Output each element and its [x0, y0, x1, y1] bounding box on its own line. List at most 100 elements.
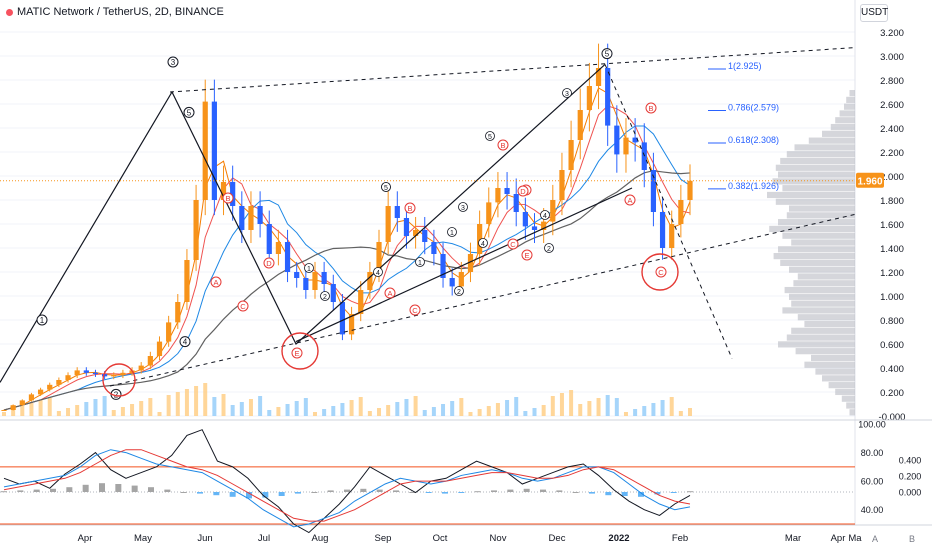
candle-body: [467, 254, 474, 272]
candle-body: [239, 206, 245, 230]
elliott-correction-label: A: [213, 278, 218, 287]
candle-body: [266, 224, 272, 254]
volume-profile-bar: [780, 157, 855, 165]
volume-bar: [386, 405, 391, 416]
minor-wave-label: 5: [488, 134, 492, 141]
oscillator-right-tick: 0.200: [899, 472, 922, 482]
elliott-correction-label: D: [266, 259, 272, 268]
candle-body: [147, 356, 153, 366]
minor-wave-marker: [540, 210, 550, 220]
x-tick-label: Ma: [848, 533, 862, 544]
x-tick-label: Nov: [490, 533, 507, 544]
oscillator-line: [3, 449, 691, 522]
volume-bar: [294, 401, 299, 416]
volume-bar: [468, 412, 473, 416]
candle-body: [659, 212, 666, 248]
histogram-bar: [17, 490, 24, 492]
volume-bar: [175, 392, 180, 416]
volume-bar: [596, 398, 601, 416]
volume-bar: [303, 398, 308, 416]
y-tick-label: 2.000: [880, 172, 904, 183]
volume-profile-bar: [786, 151, 855, 158]
volume-bar: [358, 397, 363, 416]
histogram-bar: [148, 487, 154, 492]
minor-wave-label: 1: [418, 260, 422, 267]
volume-bar: [267, 410, 272, 416]
currency-button[interactable]: USDT: [860, 4, 888, 22]
elliott-wave-label: 5: [605, 50, 610, 59]
histogram-bar: [229, 492, 236, 497]
histogram-bar: [164, 489, 171, 492]
histogram-bar: [621, 492, 628, 496]
last-price-label: 1.960: [857, 176, 882, 187]
x-tick-label: Sep: [375, 533, 392, 544]
elliott-wave-marker: [36, 314, 48, 326]
y-tick-label: 1.200: [880, 268, 904, 279]
x-tick-label: Apr: [78, 533, 93, 544]
elliott-wave-marker: [601, 48, 613, 60]
elliott-correction-label: B: [648, 104, 653, 113]
candle-body: [449, 278, 455, 287]
volume-profile-bar: [844, 103, 855, 110]
volume-bar: [239, 402, 244, 416]
oscillator-line: [3, 429, 691, 534]
volume-bar: [614, 398, 619, 416]
volume-profile-bar: [828, 382, 855, 389]
histogram-bar: [246, 492, 252, 499]
elliott-correction-label: C: [240, 302, 246, 311]
volume-bar: [221, 394, 226, 416]
y-tick-label: 2.400: [880, 124, 904, 135]
log-scale-toggle[interactable]: B: [908, 534, 915, 544]
minor-wave-label: 4: [543, 213, 547, 220]
minor-wave-marker: [381, 182, 391, 192]
candle-body: [348, 314, 355, 335]
candle-body: [531, 226, 538, 230]
highlight-circle: [102, 363, 136, 397]
volume-bar: [477, 409, 482, 416]
volume-bar: [550, 396, 555, 416]
candle-body: [193, 200, 199, 260]
histogram-bar: [344, 489, 350, 492]
candle-body: [669, 224, 675, 248]
candle-body: [65, 375, 71, 380]
volume-profile-bar: [772, 178, 855, 185]
candle-body: [120, 372, 126, 376]
elliott-correction-label: A: [387, 289, 392, 298]
volume-profile-bar: [804, 361, 855, 368]
moving-average-line: [3, 87, 691, 411]
fib-level-label: 0.786(2.579): [728, 103, 779, 113]
volume-bar: [276, 407, 281, 416]
elliott-correction-marker: [384, 287, 396, 299]
candle-body: [184, 260, 190, 302]
histogram-bar: [180, 492, 187, 493]
auto-scale-toggle[interactable]: A: [871, 534, 878, 544]
volume-bar: [459, 398, 464, 416]
upper-channel-line: [169, 47, 856, 93]
elliott-correction-marker: [645, 102, 657, 114]
y-tick-label: 0.400: [880, 364, 904, 375]
candle-body: [577, 110, 583, 140]
oscillator-line: [3, 449, 691, 528]
y-tick-label: 2.200: [880, 148, 904, 159]
volume-profile-bar: [822, 375, 855, 382]
volume-bar: [56, 411, 61, 416]
volume-profile-bar: [778, 341, 855, 348]
candle-body: [605, 68, 611, 126]
histogram-bar: [66, 487, 73, 492]
moving-average-line: [3, 105, 691, 411]
volume-bar: [75, 405, 80, 416]
minor-wave-label: 4: [481, 241, 485, 248]
candle-body: [513, 194, 519, 212]
candle-body: [330, 284, 336, 302]
minor-wave-label: 3: [565, 91, 569, 98]
volume-profile-bar: [794, 144, 855, 151]
fib-level-label: 1(2.925): [728, 61, 762, 71]
y-tick-label: 0.600: [880, 340, 904, 351]
minor-wave-marker: [454, 286, 464, 296]
x-tick-label: Feb: [672, 533, 688, 544]
elliott-correction-label: E: [524, 251, 529, 260]
minor-wave-label: 4: [376, 270, 380, 277]
candle-body: [385, 206, 391, 242]
candle-body: [367, 272, 373, 290]
